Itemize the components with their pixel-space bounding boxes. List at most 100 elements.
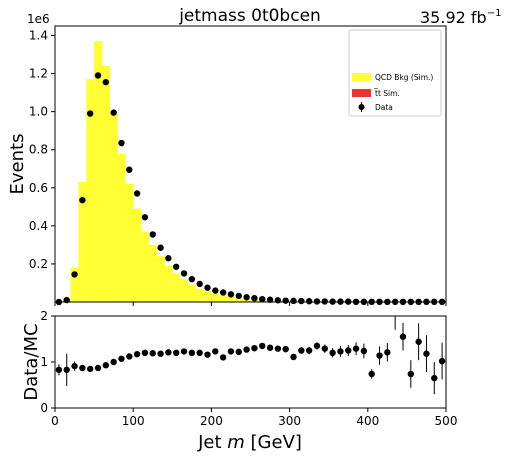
hist-bar-qcd (242, 299, 251, 302)
x-tick-label: 200 (200, 414, 223, 428)
data-point (298, 297, 305, 305)
ratio-point (321, 345, 328, 352)
ratio-point (384, 349, 391, 356)
legend-label-qcd: QCD Bkg (Sim.) (375, 73, 433, 82)
hist-bar-qcd (101, 65, 111, 302)
ratio-point (329, 349, 336, 356)
ratio-point (118, 355, 125, 362)
ratio-point (407, 370, 415, 378)
y-tick-label: 0.6 (29, 181, 48, 195)
ratio-y-tick-label: 0 (40, 401, 48, 415)
ratio-point (305, 347, 313, 354)
chart-title: jetmass 0t0bcen (178, 6, 321, 26)
ratio-point (165, 349, 172, 356)
ratio-point (438, 357, 446, 365)
ratio-y-ticks: 0 1 2 (40, 309, 55, 415)
hist-bar-qcd (78, 182, 87, 302)
x-axis-label: Jet m [GeV] (197, 432, 302, 453)
data-point (282, 297, 289, 304)
y-tick-label: 0.4 (29, 219, 48, 233)
main-y-ticks: 0.2 0.4 0.6 0.8 1.0 1.2 1.4 (29, 29, 55, 271)
y-offset-label: 1e6 (27, 12, 50, 26)
y-tick-label: 1.2 (29, 67, 48, 81)
histogram-layer (62, 41, 447, 302)
ratio-point (259, 342, 266, 350)
data-point (79, 196, 86, 204)
ratio-point (360, 347, 368, 355)
legend-box (348, 29, 442, 117)
main-panel: 0.2 0.4 0.6 0.8 1.0 1.2 1.4 Events (7, 25, 447, 306)
data-point (305, 298, 313, 305)
hist-bar-qcd (219, 295, 228, 302)
y-tick-label: 1.4 (29, 29, 48, 43)
ratio-point (313, 342, 321, 350)
ratio-point (180, 348, 188, 355)
x-tick-label: 100 (122, 414, 145, 428)
data-point (274, 297, 282, 304)
data-point (212, 287, 219, 294)
ratio-point (126, 353, 133, 360)
ratio-point (282, 345, 289, 353)
ratio-point (63, 366, 70, 374)
hist-bar-qcd (234, 298, 243, 302)
data-point (196, 280, 203, 288)
hist-bar-qcd (148, 244, 157, 302)
main-axes-frame (54, 25, 447, 303)
data-point (243, 294, 250, 301)
legend-marker-data (358, 104, 365, 110)
ratio-y-tick-label: 2 (40, 309, 48, 323)
ratio-point (133, 350, 141, 358)
ratio-y-tick-label: 1 (40, 355, 48, 369)
y-tick-label: 0.2 (29, 257, 48, 271)
ratio-point (204, 351, 211, 358)
data-point (259, 295, 266, 303)
y-tick-label: 0.8 (29, 143, 48, 157)
ratio-point (149, 350, 156, 357)
ratio-point (415, 338, 422, 345)
x-tick-label: 0 (51, 414, 59, 428)
hist-bar-qcd (164, 265, 173, 302)
data-point (102, 78, 110, 86)
luminosity-label: 35.92 fb−1 (420, 8, 501, 27)
hist-bar-qcd (156, 256, 165, 302)
data-point (219, 289, 227, 296)
hist-bar-qcd (187, 284, 197, 302)
legend: QCD Bkg (Sim.) t̅t Sim. Data (348, 29, 442, 117)
ratio-point (196, 349, 203, 356)
hist-bar-qcd (86, 79, 95, 302)
data-point (118, 139, 125, 147)
ratio-panel: 0 1 2 0 100 200 300 400 500 Data/MC (21, 309, 457, 428)
x-tick-label: 300 (278, 414, 301, 428)
data-point (173, 263, 180, 270)
hist-bar-qcd (195, 288, 204, 302)
ratio-point (141, 349, 149, 356)
hist-bar-qcd (133, 208, 142, 302)
hist-bar-qcd (117, 153, 126, 302)
data-point (251, 294, 258, 302)
data-point (188, 275, 196, 283)
ratio-point (102, 362, 110, 369)
data-point (204, 284, 211, 291)
ratio-point (337, 348, 344, 355)
ratio-y-axis-label: Data/MC (21, 323, 42, 400)
main-y-axis-label: Events (7, 134, 28, 195)
data-point (227, 291, 235, 298)
data-point (290, 297, 297, 305)
ratio-point (219, 354, 227, 361)
data-point (157, 244, 164, 251)
hist-bar-qcd (211, 294, 220, 302)
data-point (126, 166, 133, 173)
ratio-point (376, 352, 383, 359)
ratio-point (157, 350, 164, 357)
ratio-point (251, 345, 258, 352)
ratio-point (431, 374, 438, 382)
ratio-point (345, 347, 352, 354)
ratio-point (86, 365, 94, 373)
data-point (180, 270, 188, 277)
ratio-point (235, 348, 242, 356)
data-point (149, 231, 156, 238)
legend-swatch-ttbar (352, 89, 371, 97)
ratio-points-layer (55, 316, 446, 395)
ratio-point (71, 362, 78, 370)
